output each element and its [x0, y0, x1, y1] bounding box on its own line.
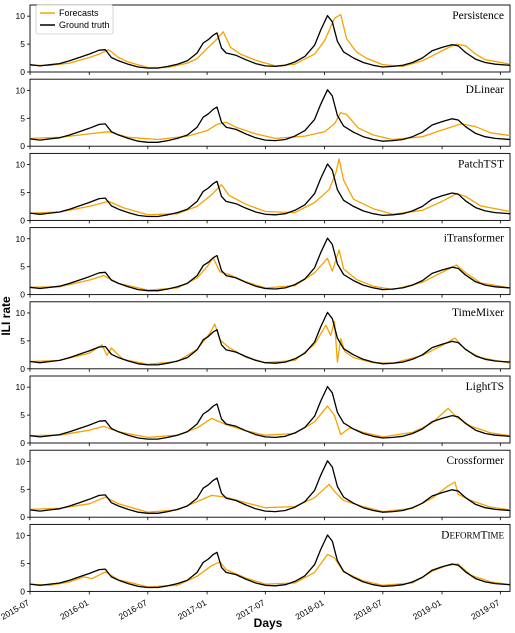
- x-axis-title: Days: [254, 616, 283, 630]
- panel-frame: [29, 449, 511, 518]
- x-tick-label: 2015-07: [0, 597, 31, 621]
- y-tick-label: 0: [20, 512, 25, 522]
- x-tick-label: 2018-07: [352, 597, 384, 621]
- panel-frame: [29, 78, 511, 147]
- y-tick-label: 0: [20, 586, 25, 596]
- ground-truth-line: [29, 460, 511, 514]
- forecast-line: [29, 405, 511, 439]
- panel-title: DLinear: [466, 84, 504, 96]
- ground-truth-line: [29, 14, 511, 69]
- forecast-line: [29, 553, 511, 588]
- panel-frame: [29, 375, 511, 444]
- y-tick-label: 5: [20, 410, 25, 420]
- y-tick-label: 5: [20, 558, 25, 568]
- ground-truth-line: [29, 534, 511, 589]
- legend-truth-label: Ground truth: [59, 20, 110, 30]
- ground-truth-line: [29, 89, 511, 143]
- panel-title: iTransformer: [444, 233, 504, 245]
- panel-frame: [29, 523, 511, 592]
- y-tick-label: 10: [16, 382, 26, 392]
- panel-lightts: 0 5 10 LightTS: [16, 375, 511, 448]
- y-tick-label: 5: [20, 336, 25, 346]
- x-tick-label: 2016-01: [58, 597, 90, 621]
- y-tick-label: 0: [20, 141, 25, 151]
- forecast-line: [29, 320, 511, 365]
- y-tick-label: 5: [20, 187, 25, 197]
- y-axis-title: ILI rate: [0, 296, 13, 336]
- x-tick-label: 2019-07: [469, 597, 501, 621]
- y-tick-label: 0: [20, 364, 25, 374]
- panel-title: DEFORMTIME: [441, 529, 504, 541]
- panel-timemixer: 0 5 10 TimeMixer: [16, 301, 511, 374]
- y-tick-label: 5: [20, 39, 25, 49]
- x-tick-label: 2018-01: [294, 597, 326, 621]
- panels-layer: 0 5 10 Persistence 0 5 10 DLinear 0 5 10 PatchTST 0 5…: [0, 4, 511, 622]
- panel-crossformer: 0 5 10 Crossformer: [16, 449, 511, 522]
- y-tick-label: 10: [16, 531, 26, 541]
- forecast-line: [29, 158, 511, 216]
- panel-deformtime: 0 5 10 DEFORMTIME 2015-07 2016-01 2016-07 2017-…: [0, 523, 511, 622]
- ground-truth-line: [29, 237, 511, 292]
- panel-dlinear: 0 5 10 DLinear: [16, 78, 511, 151]
- y-tick-label: 5: [20, 484, 25, 494]
- legend-box: [35, 4, 114, 35]
- ground-truth-line: [29, 385, 511, 440]
- y-tick-label: 0: [20, 438, 25, 448]
- ground-truth-line: [29, 163, 511, 218]
- panel-title: Crossformer: [447, 455, 505, 467]
- panel-title: LightTS: [466, 381, 504, 393]
- x-tick-label: 2016-07: [117, 597, 149, 621]
- legend: Forecasts Ground truth: [35, 4, 114, 35]
- y-tick-label: 10: [16, 234, 26, 244]
- panel-frame: [29, 301, 511, 370]
- panel-title: PatchTST: [458, 158, 504, 170]
- y-tick-label: 10: [16, 308, 26, 318]
- y-tick-label: 5: [20, 262, 25, 272]
- forecast-line: [29, 249, 511, 291]
- ground-truth-line: [29, 311, 511, 366]
- y-tick-label: 0: [20, 67, 25, 77]
- panel-title: Persistence: [452, 10, 504, 22]
- x-tick-label: 2019-01: [411, 597, 443, 621]
- panel-frame: [29, 152, 511, 221]
- x-tick-label: 2017-01: [176, 597, 208, 621]
- panel-itransformer: 0 5 10 iTransformer: [16, 227, 511, 300]
- panel-patchtst: 0 5 10 PatchTST: [16, 152, 511, 225]
- panel-title: TimeMixer: [452, 307, 504, 319]
- y-tick-label: 10: [16, 85, 26, 95]
- y-tick-label: 5: [20, 113, 25, 123]
- y-tick-label: 10: [16, 160, 26, 170]
- y-tick-label: 0: [20, 290, 25, 300]
- forecast-line: [29, 112, 511, 141]
- legend-forecast-label: Forecasts: [59, 8, 99, 18]
- forecast-line: [29, 481, 511, 513]
- y-tick-label: 10: [16, 456, 26, 466]
- y-tick-label: 0: [20, 215, 25, 225]
- y-tick-label: 10: [16, 11, 26, 21]
- panel-frame: [29, 227, 511, 296]
